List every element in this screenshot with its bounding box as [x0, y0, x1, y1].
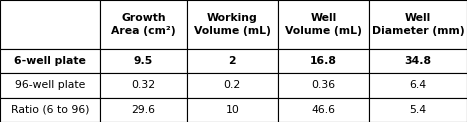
Bar	[278, 98, 369, 122]
Text: 0.2: 0.2	[224, 80, 241, 90]
Text: 6-well plate: 6-well plate	[14, 56, 86, 66]
Bar	[278, 0, 369, 49]
Bar	[100, 49, 187, 73]
Text: 5.4: 5.4	[410, 105, 426, 115]
Text: 46.6: 46.6	[311, 105, 335, 115]
Text: Working
Volume (mL): Working Volume (mL)	[194, 13, 271, 36]
Bar	[278, 49, 369, 73]
Text: 9.5: 9.5	[134, 56, 153, 66]
Text: 2: 2	[228, 56, 236, 66]
Bar	[100, 0, 187, 49]
Bar	[369, 0, 467, 49]
Text: 29.6: 29.6	[132, 105, 156, 115]
Bar	[0, 98, 100, 122]
Bar	[369, 49, 467, 73]
Bar	[369, 98, 467, 122]
Text: 16.8: 16.8	[310, 56, 337, 66]
Bar	[187, 0, 278, 49]
Bar	[0, 73, 100, 98]
Bar	[0, 0, 100, 49]
Text: 10: 10	[226, 105, 239, 115]
Bar	[100, 98, 187, 122]
Bar	[0, 49, 100, 73]
Text: Growth
Area (cm²): Growth Area (cm²)	[111, 13, 176, 36]
Text: 0.36: 0.36	[311, 80, 335, 90]
Text: 96-well plate: 96-well plate	[15, 80, 85, 90]
Text: 0.32: 0.32	[132, 80, 156, 90]
Text: 6.4: 6.4	[410, 80, 426, 90]
Bar	[278, 73, 369, 98]
Bar	[187, 73, 278, 98]
Text: Well
Diameter (mm): Well Diameter (mm)	[372, 13, 464, 36]
Text: Ratio (6 to 96): Ratio (6 to 96)	[11, 105, 90, 115]
Bar	[187, 98, 278, 122]
Text: 34.8: 34.8	[404, 56, 432, 66]
Bar	[100, 73, 187, 98]
Bar	[187, 49, 278, 73]
Bar	[369, 73, 467, 98]
Text: Well
Volume (mL): Well Volume (mL)	[285, 13, 362, 36]
